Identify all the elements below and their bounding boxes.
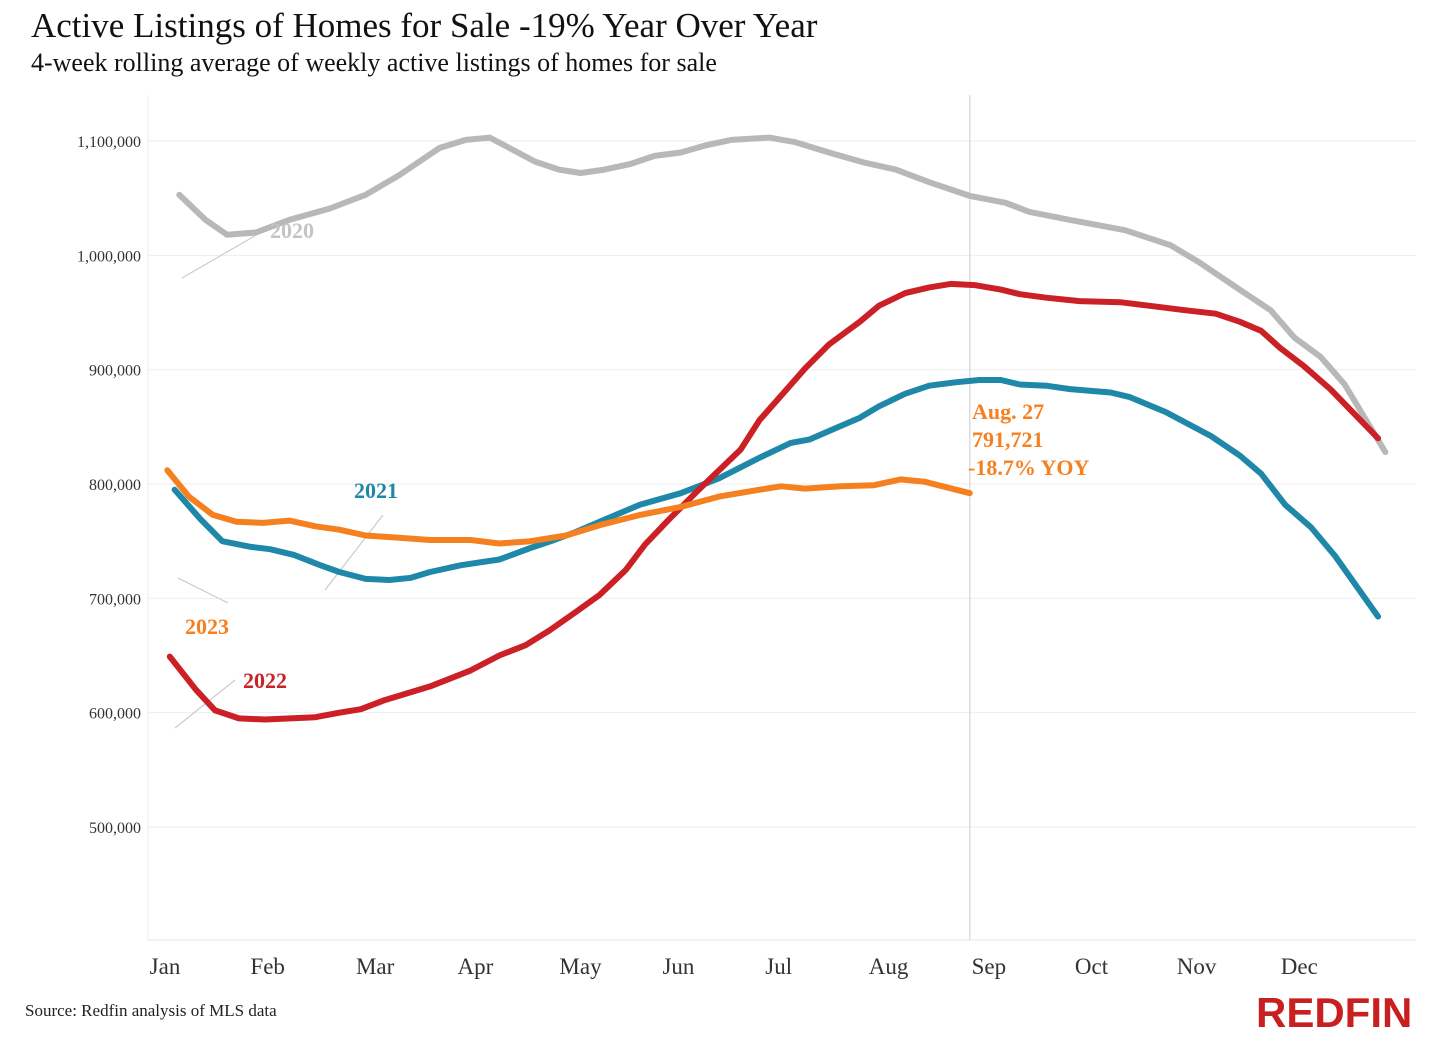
x-tick-label: Jun [662, 954, 694, 979]
x-tick-label: Dec [1281, 954, 1318, 979]
leader-2023 [177, 577, 229, 604]
annotation-change: -18.7% YOY [968, 455, 1090, 480]
x-tick-label: May [559, 954, 602, 979]
x-tick-label: Feb [250, 954, 285, 979]
series-line-2021 [171, 377, 1382, 620]
x-tick-label: Jul [765, 954, 792, 979]
y-tick-label: 1,000,000 [77, 248, 141, 265]
label-2022: 2022 [243, 668, 287, 693]
label-leader-lines [174, 229, 384, 729]
redfin-logo: REDFIN [1256, 989, 1413, 1036]
label-2021: 2021 [354, 478, 398, 503]
x-tick-label: Oct [1075, 954, 1109, 979]
y-tick-label: 800,000 [89, 477, 141, 494]
x-tick-label: Mar [356, 954, 395, 979]
series-line-2023 [164, 467, 973, 547]
chart-subtitle: 4-week rolling average of weekly active … [31, 48, 717, 77]
series-labels: 2020 2021 2022 2023 [185, 218, 398, 693]
series-line-2022 [166, 280, 1382, 723]
leader-2020 [181, 229, 266, 279]
series-lines [164, 134, 1389, 723]
x-tick-label: Nov [1177, 954, 1217, 979]
x-tick-label: Jan [150, 954, 181, 979]
latest-value-annotation: Aug. 27 791,721 -18.7% YOY [968, 399, 1090, 480]
series-line-2020 [176, 134, 1389, 455]
label-2020: 2020 [270, 218, 314, 243]
x-tick-label: Apr [458, 954, 494, 979]
leader-2022 [174, 679, 236, 729]
leader-2021 [324, 514, 384, 591]
annotation-value: 791,721 [972, 427, 1044, 452]
y-tick-label: 700,000 [89, 591, 141, 608]
source-note: Source: Redfin analysis of MLS data [25, 1001, 277, 1020]
axes: 500,000 600,000 700,000 800,000 900,000 1,000… [77, 95, 1416, 979]
x-tick-label: Sep [972, 954, 1007, 979]
y-tick-label: 900,000 [89, 363, 141, 380]
x-tick-label: Aug [869, 954, 909, 979]
y-tick-label: 1,100,000 [77, 134, 141, 151]
y-tick-label: 500,000 [89, 820, 141, 837]
y-tick-label: 600,000 [89, 706, 141, 723]
label-2023: 2023 [185, 614, 229, 639]
annotation-date: Aug. 27 [972, 399, 1044, 424]
chart-title: Active Listings of Homes for Sale -19% Y… [31, 6, 818, 45]
